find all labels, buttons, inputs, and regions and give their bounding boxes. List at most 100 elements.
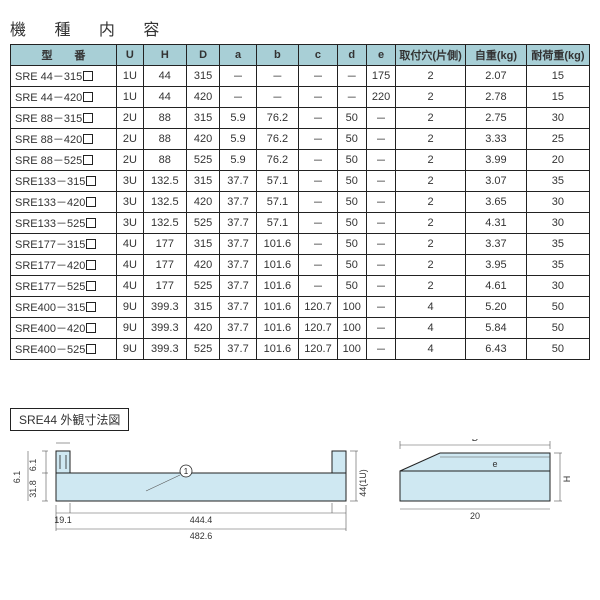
callout-number: 1 — [184, 467, 189, 476]
table-cell: 100 — [337, 297, 366, 318]
table-cell: 4 — [396, 297, 466, 318]
table-cell: 50 — [337, 276, 366, 297]
suffix-box-icon — [86, 239, 96, 249]
table-cell: － — [299, 108, 337, 129]
table-cell: 57.1 — [256, 213, 299, 234]
table-cell: 37.7 — [220, 297, 256, 318]
table-cell: － — [299, 66, 337, 87]
table-cell: SRE 44－420 — [11, 87, 117, 108]
suffix-box-icon — [83, 155, 93, 165]
table-cell: 30 — [526, 192, 589, 213]
table-cell: 50 — [337, 171, 366, 192]
table-cell: 132.5 — [143, 171, 186, 192]
diagram-title: SRE44 外観寸法図 — [10, 408, 129, 431]
table-cell: 50 — [337, 108, 366, 129]
table-cell: 120.7 — [299, 339, 337, 360]
table-cell: 2.75 — [466, 108, 527, 129]
table-cell: 399.3 — [143, 339, 186, 360]
table-cell: 1U — [116, 66, 143, 87]
table-cell: 2U — [116, 150, 143, 171]
table-cell: 101.6 — [256, 276, 299, 297]
table-cell: 100 — [337, 339, 366, 360]
table-row: SRE400－3159U399.331537.7101.6120.7100－45… — [11, 297, 590, 318]
table-cell: 9U — [116, 318, 143, 339]
table-cell: 420 — [186, 318, 220, 339]
column-header: e — [366, 45, 395, 66]
table-cell: 37.7 — [220, 192, 256, 213]
table-cell: 2 — [396, 66, 466, 87]
table-cell: 1U — [116, 87, 143, 108]
table-cell: SRE133－525 — [11, 213, 117, 234]
table-cell: － — [366, 276, 395, 297]
table-cell: 5.9 — [220, 129, 256, 150]
table-cell: 37.7 — [220, 234, 256, 255]
table-cell: 44 — [143, 66, 186, 87]
table-row: SRE177－4204U17742037.7101.6－50－23.9535 — [11, 255, 590, 276]
table-cell: 315 — [186, 171, 220, 192]
table-row: SRE400－5259U399.352537.7101.6120.7100－46… — [11, 339, 590, 360]
table-row: SRE400－4209U399.342037.7101.6120.7100－45… — [11, 318, 590, 339]
table-cell: 2 — [396, 150, 466, 171]
table-cell: － — [299, 87, 337, 108]
table-cell: 20 — [526, 150, 589, 171]
table-cell: 101.6 — [256, 318, 299, 339]
table-cell: 50 — [526, 318, 589, 339]
table-cell: 44 — [143, 87, 186, 108]
table-cell: 3U — [116, 213, 143, 234]
table-cell: 100 — [337, 318, 366, 339]
table-cell: 2.78 — [466, 87, 527, 108]
table-cell: 2 — [396, 87, 466, 108]
table-cell: SRE400－525 — [11, 339, 117, 360]
table-cell: － — [366, 234, 395, 255]
table-cell: 315 — [186, 234, 220, 255]
table-cell: 30 — [526, 108, 589, 129]
suffix-box-icon — [83, 92, 93, 102]
suffix-box-icon — [86, 260, 96, 270]
table-cell: 4U — [116, 276, 143, 297]
table-cell: 101.6 — [256, 339, 299, 360]
table-cell: 76.2 — [256, 150, 299, 171]
column-header: 型 番 — [11, 45, 117, 66]
dim-h1: 31.8 — [28, 480, 38, 498]
table-cell: － — [299, 150, 337, 171]
table-cell: 3.95 — [466, 255, 527, 276]
table-row: SRE133－4203U132.542037.757.1－50－23.6530 — [11, 192, 590, 213]
suffix-box-icon — [86, 281, 96, 291]
table-cell: 120.7 — [299, 297, 337, 318]
table-cell: 120.7 — [299, 318, 337, 339]
table-cell: 57.1 — [256, 171, 299, 192]
suffix-box-icon — [83, 71, 93, 81]
table-cell: 37.7 — [220, 171, 256, 192]
table-cell: 50 — [526, 297, 589, 318]
table-cell: 3.33 — [466, 129, 527, 150]
spec-table: 型 番UHDabcde取付穴(片側)自重(kg)耐荷重(kg) SRE 44－3… — [10, 44, 590, 360]
table-cell: 15 — [526, 66, 589, 87]
table-cell: － — [337, 87, 366, 108]
table-cell: － — [366, 213, 395, 234]
table-cell: 177 — [143, 234, 186, 255]
column-header: d — [337, 45, 366, 66]
table-cell: 2 — [396, 255, 466, 276]
table-cell: 4U — [116, 234, 143, 255]
table-cell: 30 — [526, 276, 589, 297]
dim-e: e — [492, 459, 497, 469]
table-cell: 37.7 — [220, 213, 256, 234]
table-cell: 50 — [337, 129, 366, 150]
table-cell: － — [366, 339, 395, 360]
table-cell: 76.2 — [256, 108, 299, 129]
suffix-box-icon — [86, 176, 96, 186]
section-title: 機 種 内 容 — [10, 16, 590, 40]
dim-w20: 20 — [470, 511, 480, 521]
table-cell: 50 — [526, 339, 589, 360]
table-cell: － — [220, 87, 256, 108]
table-cell: － — [299, 192, 337, 213]
table-cell: 76.2 — [256, 129, 299, 150]
table-cell: 2 — [396, 213, 466, 234]
table-cell: － — [366, 171, 395, 192]
suffix-box-icon — [86, 323, 96, 333]
table-row: SRE133－3153U132.531537.757.1－50－23.0735 — [11, 171, 590, 192]
table-cell: 2 — [396, 276, 466, 297]
table-cell: 420 — [186, 255, 220, 276]
table-cell: SRE 88－525 — [11, 150, 117, 171]
table-cell: 3U — [116, 192, 143, 213]
